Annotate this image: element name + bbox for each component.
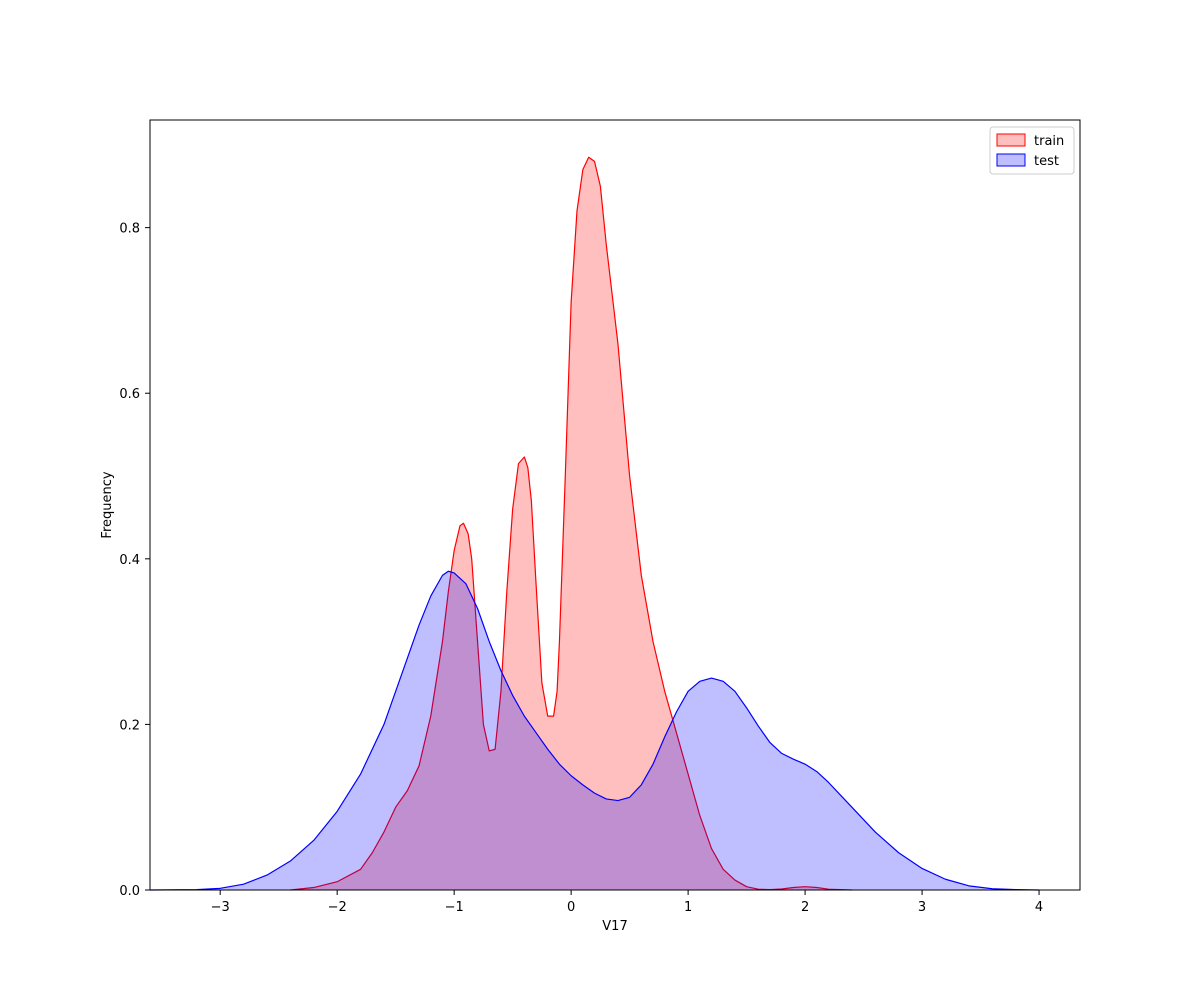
y-tick-label: 0.0 [119, 884, 140, 899]
x-axis-label: V17 [602, 919, 627, 934]
x-tick-label: −3 [211, 900, 230, 915]
x-tick-label: −2 [328, 900, 347, 915]
y-tick-label: 0.4 [119, 553, 140, 568]
series-train-line [290, 156, 852, 891]
x-tick-label: −1 [445, 900, 464, 915]
x-tick-label: 0 [567, 900, 575, 915]
y-axis-ticks: 0.0 0.2 0.4 0.6 0.8 [119, 222, 150, 899]
series-train-area [290, 157, 852, 890]
legend-swatch-train [996, 133, 1026, 147]
legend-box [989, 126, 1075, 175]
y-tick-label: 0.6 [119, 387, 140, 402]
y-axis-label: Frequency [100, 471, 115, 538]
legend-label-train: train [1034, 134, 1064, 149]
x-tick-label: 3 [918, 900, 926, 915]
x-tick-label: 1 [684, 900, 692, 915]
x-tick-label: 2 [801, 900, 809, 915]
legend: train test [989, 126, 1075, 175]
x-tick-label: 4 [1035, 900, 1043, 915]
y-tick-label: 0.2 [119, 718, 140, 733]
legend-swatch-test [996, 153, 1026, 167]
series-layer [149, 156, 1040, 891]
y-tick-label: 0.8 [119, 222, 140, 237]
plot-frame [149, 119, 1081, 891]
x-axis-ticks: −3 −2 −1 0 1 2 3 4 [211, 890, 1043, 915]
series-test-line [149, 570, 1040, 891]
legend-label-test: test [1034, 154, 1059, 169]
series-test-area [150, 571, 1040, 890]
